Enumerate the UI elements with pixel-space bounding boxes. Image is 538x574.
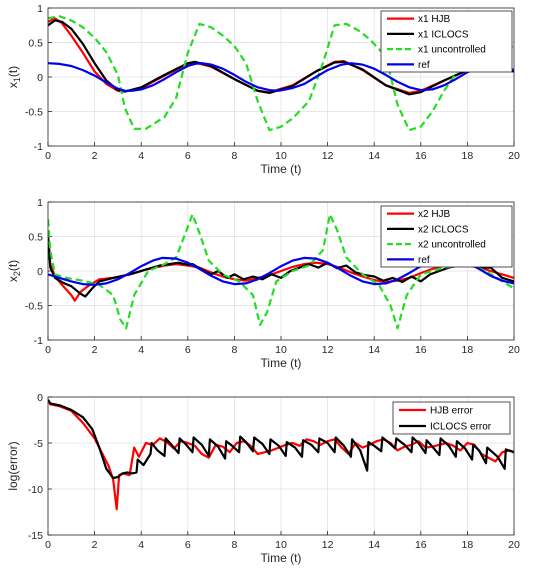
legend-entry-label: ref [418,255,430,266]
series-line-ref [48,62,514,92]
y-tick-label: 0 [37,266,43,278]
series-line-x1-uncontrolled [48,15,514,132]
x-tick-label: 20 [508,344,520,356]
legend-entry-label: x2 ICLOCS [418,224,469,235]
y-tick-label: 0.5 [28,232,43,244]
y-tick-label: 0.5 [28,38,43,50]
x-axis-label: Time (t) [261,551,302,565]
y-axis-label-suffix: (t) [6,260,20,271]
legend-entry-label: x1 ICLOCS [418,29,469,40]
x-tick-label: 0 [45,539,51,551]
x-tick-label: 14 [368,539,380,551]
x-tick-label: 8 [231,539,237,551]
x-tick-label: 0 [45,150,51,162]
x-tick-label: 2 [92,539,98,551]
x-tick-label: 12 [322,150,334,162]
axes-frame [47,396,515,536]
x-tick-label: 20 [508,150,520,162]
x-tick-label: 6 [185,344,191,356]
y-axis-label-subscript: 1 [12,77,22,82]
x-tick-label: 12 [322,539,334,551]
x-tick-label: 16 [415,344,427,356]
x-tick-label: 6 [185,150,191,162]
y-tick-label: -1 [34,335,43,347]
series-line-x1-iclocs [48,19,514,96]
x-tick-label: 4 [138,344,144,356]
x-tick-label: 16 [415,150,427,162]
x-tick-label: 20 [508,539,520,551]
y-axis-label: x2(t) [6,260,22,282]
x-tick-label: 18 [462,344,474,356]
y-tick-label: 0 [37,72,43,84]
y-axis-label: x1(t) [6,66,22,88]
x-axis-label: Time (t) [261,162,302,176]
y-tick-label: 1 [37,3,43,15]
axes-frame [47,7,515,147]
x-tick-label: 8 [231,344,237,356]
chart-panel-1: 0 2 4 6 8 10 12 14 16 18 20 -1 -0.5 0 0.5 1 Time (t) x1(t… [6,3,520,176]
x-tick-label: 4 [138,539,144,551]
legend-box [392,401,511,435]
y-tick-label: 1 [37,197,43,209]
y-tick-label: -1 [34,141,43,153]
y-tick-label: -10 [28,484,43,496]
x-tick-label: 14 [368,344,380,356]
legend-box [380,10,513,73]
x-tick-label: 2 [92,150,98,162]
x-tick-label: 0 [45,344,51,356]
x-tick-label: 2 [92,344,98,356]
x-tick-label: 18 [462,539,474,551]
y-tick-label: 0 [37,392,43,404]
x-tick-label: 10 [275,539,287,551]
x-tick-label: 16 [415,539,427,551]
y-tick-label: -0.5 [25,301,43,313]
x-tick-label: 10 [275,150,287,162]
legend-entry-label: HJB error [430,406,473,417]
x-tick-label: 8 [231,150,237,162]
y-tick-label: -5 [34,438,43,450]
legend-entry-label: x2 HJB [418,209,451,220]
x-tick-label: 14 [368,150,380,162]
legend: x2 HJB x2 ICLOCS x2 uncontrolled ref [380,205,513,268]
legend-entry-label: x1 uncontrolled [418,45,486,56]
x-tick-label: 6 [185,539,191,551]
x-tick-label: 18 [462,150,474,162]
x-tick-label: 12 [322,344,334,356]
series-line-iclocs-error [48,399,514,480]
y-axis-label-subscript: 2 [12,271,22,276]
series-line-x2-iclocs [48,236,514,298]
legend-entry-label: x1 HJB [418,14,451,25]
y-axis-label: log(error) [6,441,20,490]
x-tick-label: 10 [275,344,287,356]
chart-panel-2: 0 2 4 6 8 10 12 14 16 18 20 -1 -0.5 0 0.5 1 Time (t) x2(t… [6,197,520,370]
legend-entry-label: ICLOCS error [430,422,492,433]
y-axis-label-suffix: (t) [6,66,20,77]
chart-panel-3: 0 2 4 6 8 10 12 14 16 18 20 -15 -10 -5 0 Time (t) log(er… [6,392,520,565]
legend-entry-label: x2 uncontrolled [418,240,486,251]
legend-entry-label: ref [418,60,430,71]
legend: x1 HJB x1 ICLOCS x1 uncontrolled ref [380,10,513,73]
legend-box [380,205,513,268]
x-axis-label: Time (t) [261,356,302,370]
y-tick-label: -15 [28,530,43,542]
legend: HJB error ICLOCS error [392,401,511,435]
y-tick-label: -0.5 [25,107,43,119]
axes-frame [47,201,515,341]
x-tick-label: 4 [138,150,144,162]
